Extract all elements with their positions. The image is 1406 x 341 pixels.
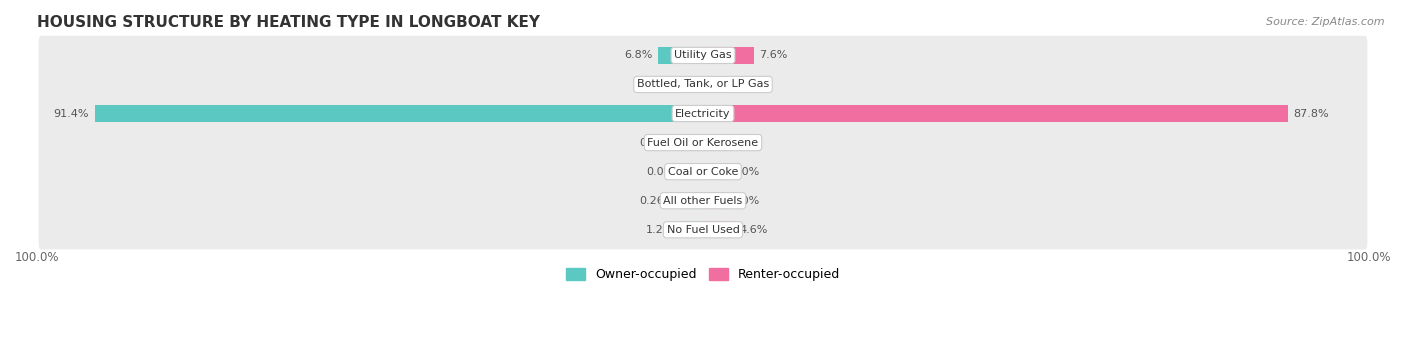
Bar bbox=[679, 134, 703, 151]
Text: Electricity: Electricity bbox=[675, 108, 731, 119]
FancyBboxPatch shape bbox=[38, 152, 1368, 191]
Bar bbox=[703, 47, 754, 64]
Text: No Fuel Used: No Fuel Used bbox=[666, 225, 740, 235]
Text: 87.8%: 87.8% bbox=[1294, 108, 1329, 119]
Text: 0.31%: 0.31% bbox=[640, 138, 675, 148]
Text: 7.6%: 7.6% bbox=[759, 50, 787, 60]
Text: All other Fuels: All other Fuels bbox=[664, 196, 742, 206]
FancyBboxPatch shape bbox=[38, 65, 1368, 104]
Bar bbox=[703, 134, 727, 151]
Text: 6.8%: 6.8% bbox=[624, 50, 652, 60]
Text: 0.26%: 0.26% bbox=[638, 196, 675, 206]
FancyBboxPatch shape bbox=[38, 36, 1368, 75]
Bar bbox=[703, 192, 727, 209]
Text: Coal or Coke: Coal or Coke bbox=[668, 167, 738, 177]
Bar bbox=[703, 221, 734, 238]
Bar bbox=[703, 76, 727, 93]
Text: 0.0%: 0.0% bbox=[731, 138, 759, 148]
Legend: Owner-occupied, Renter-occupied: Owner-occupied, Renter-occupied bbox=[561, 263, 845, 286]
Bar bbox=[679, 221, 703, 238]
Text: 0.0%: 0.0% bbox=[647, 79, 675, 89]
Bar bbox=[703, 163, 727, 180]
Bar bbox=[94, 105, 703, 122]
Text: Fuel Oil or Kerosene: Fuel Oil or Kerosene bbox=[647, 138, 759, 148]
Bar bbox=[679, 192, 703, 209]
Text: Utility Gas: Utility Gas bbox=[675, 50, 731, 60]
Text: Bottled, Tank, or LP Gas: Bottled, Tank, or LP Gas bbox=[637, 79, 769, 89]
Text: 4.6%: 4.6% bbox=[740, 225, 768, 235]
Bar bbox=[658, 47, 703, 64]
Text: HOUSING STRUCTURE BY HEATING TYPE IN LONGBOAT KEY: HOUSING STRUCTURE BY HEATING TYPE IN LON… bbox=[37, 15, 540, 30]
Text: 0.0%: 0.0% bbox=[731, 79, 759, 89]
Bar bbox=[703, 105, 1288, 122]
Text: 0.0%: 0.0% bbox=[647, 167, 675, 177]
FancyBboxPatch shape bbox=[38, 181, 1368, 220]
Bar bbox=[679, 163, 703, 180]
FancyBboxPatch shape bbox=[38, 123, 1368, 162]
Text: 91.4%: 91.4% bbox=[53, 108, 89, 119]
Bar bbox=[679, 76, 703, 93]
FancyBboxPatch shape bbox=[38, 94, 1368, 133]
Text: 1.2%: 1.2% bbox=[645, 225, 675, 235]
FancyBboxPatch shape bbox=[38, 210, 1368, 249]
Text: Source: ZipAtlas.com: Source: ZipAtlas.com bbox=[1267, 17, 1385, 27]
Text: 0.0%: 0.0% bbox=[731, 167, 759, 177]
Text: 0.0%: 0.0% bbox=[731, 196, 759, 206]
